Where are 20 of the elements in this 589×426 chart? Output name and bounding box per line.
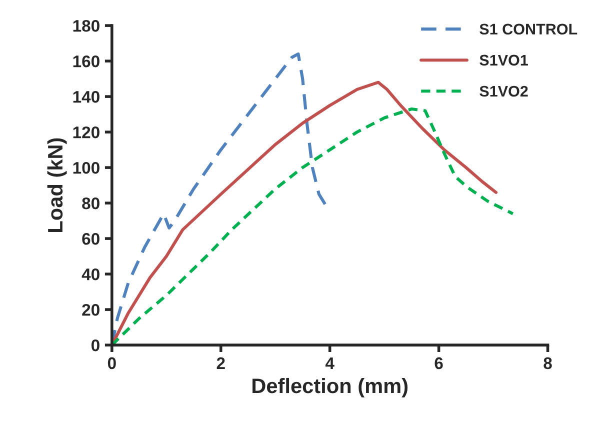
y-tick-label: 120 — [73, 126, 100, 138]
y-tick-label: 0 — [91, 339, 100, 352]
x-tick-label: 4 — [325, 357, 334, 369]
y-tick-label: 140 — [73, 90, 100, 103]
legend-label: S1VO2 — [480, 86, 528, 97]
x-tick-label: 6 — [434, 357, 443, 370]
x-axis-title: Deflection (mm) — [252, 378, 408, 398]
y-tick-label: 40 — [82, 268, 100, 280]
y-axis-title: Load (kN) — [47, 138, 67, 232]
y-tick-label: 100 — [73, 162, 100, 174]
legend-label: S1VO1 — [480, 54, 528, 66]
y-tick-label: 180 — [73, 20, 100, 32]
y-tick-label: 60 — [82, 232, 100, 245]
y-tick-label: 160 — [73, 55, 100, 68]
legend-label: S1 CONTROL — [480, 24, 578, 35]
x-tick-label: 8 — [544, 357, 552, 370]
x-tick-label: 2 — [216, 357, 225, 369]
y-tick-label: 20 — [82, 304, 100, 316]
x-tick-label: 0 — [108, 357, 116, 370]
y-tick-label: 80 — [82, 197, 100, 210]
